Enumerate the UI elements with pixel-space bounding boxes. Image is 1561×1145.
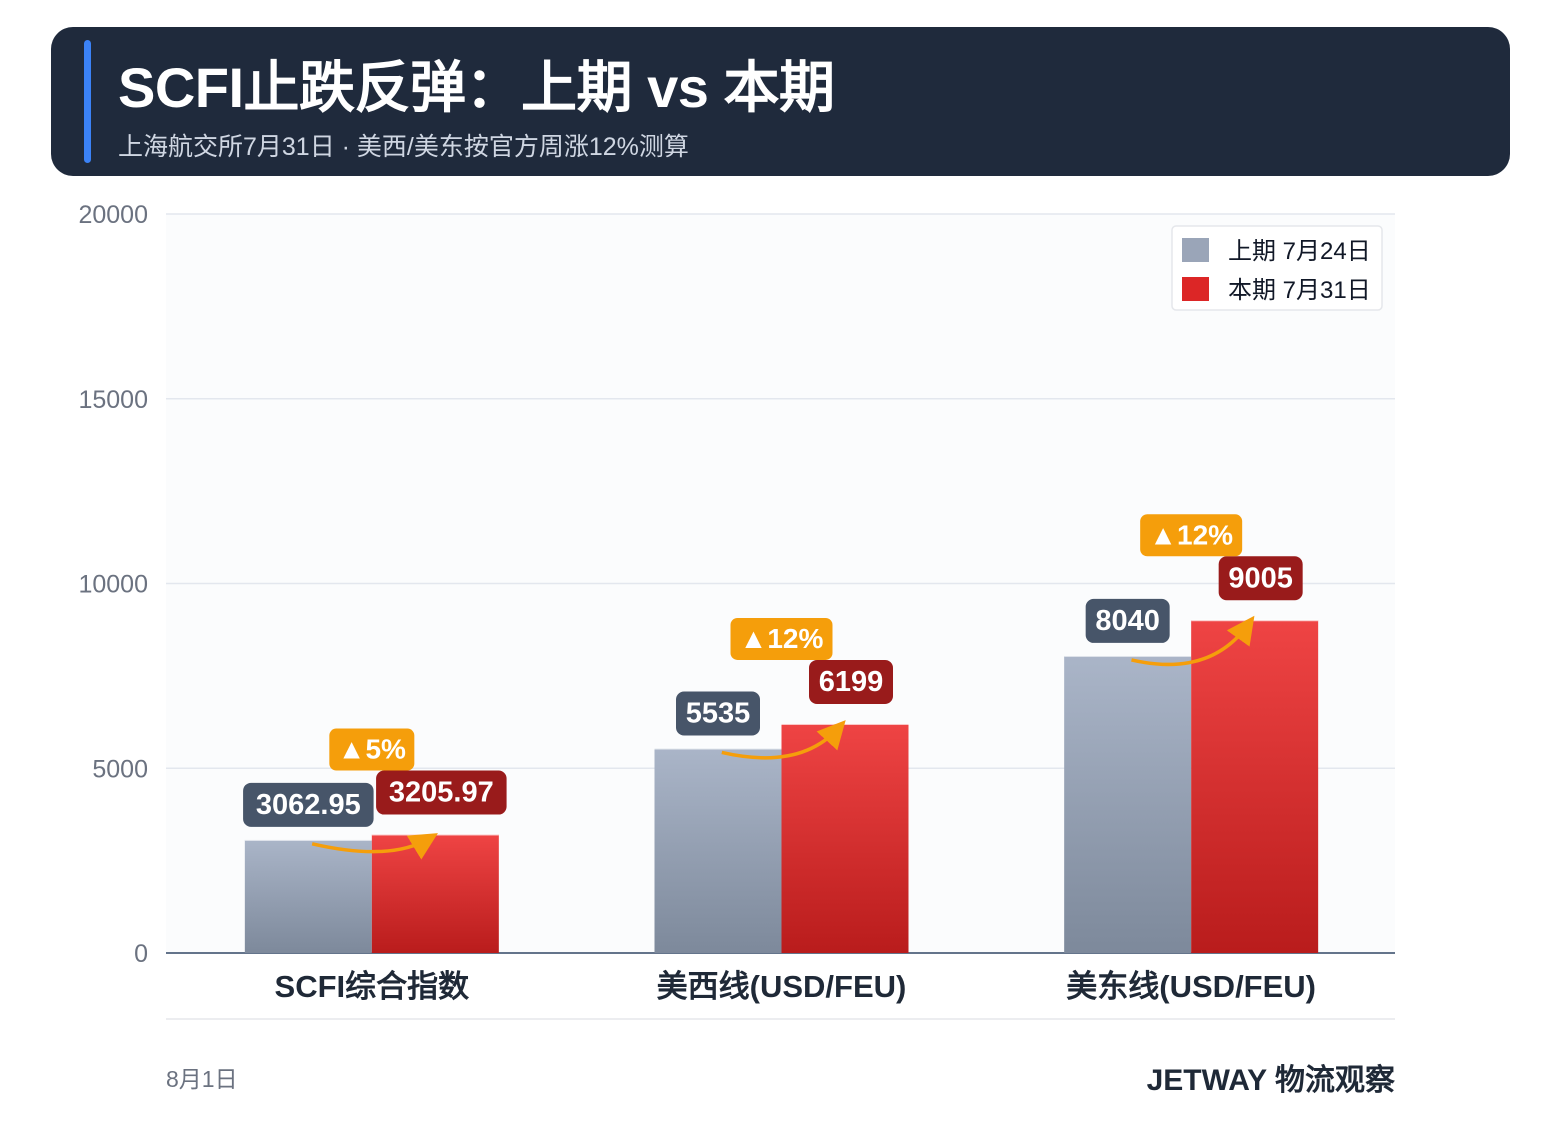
x-category-label: 美东线(USD/FEU)	[1066, 969, 1316, 1004]
change-arrow	[1131, 615, 1255, 667]
data-label-bg	[1218, 556, 1303, 601]
legend-label: 本期 7月31日	[1228, 277, 1371, 304]
chart-subtitle: 上海航交所7月31日 · 美西/美东按官方周涨12%测算	[118, 133, 689, 161]
bar-previous	[244, 839, 372, 953]
legend-swatch	[1182, 277, 1209, 301]
footer-brand: JETWAY 物流观察	[1146, 1064, 1395, 1097]
header-banner: SCFI止跌反弹：上期 vs 本期 上海航交所7月31日 · 美西/美东按官方周…	[51, 27, 1510, 176]
data-label-bg	[243, 782, 374, 827]
header-accent-bar	[84, 40, 91, 163]
data-label: 3062.95	[256, 789, 361, 821]
data-label: 9005	[1228, 562, 1293, 594]
bar-previous	[1064, 655, 1192, 953]
data-label-bg	[809, 659, 893, 704]
data-label: 8040	[1095, 605, 1160, 637]
y-tick-label: 5000	[92, 755, 148, 783]
change-badge: ▲12%	[1149, 519, 1233, 550]
legend-label: 上期 7月24日	[1228, 238, 1371, 265]
y-tick-label: 20000	[78, 201, 148, 229]
data-label-bg	[1085, 598, 1170, 643]
data-label-bg	[376, 770, 507, 815]
data-label: 6199	[819, 666, 884, 698]
footer-date: 8月1日	[166, 1066, 238, 1092]
change-badge: ▲12%	[740, 623, 824, 654]
change-badge-bg	[1140, 514, 1243, 557]
legend	[1171, 225, 1383, 311]
change-badge: ▲5%	[338, 734, 406, 765]
legend-swatch	[1182, 238, 1209, 262]
y-tick-label: 10000	[78, 571, 148, 599]
data-label: 5535	[686, 697, 751, 729]
change-arrow	[311, 833, 438, 860]
chart-title: SCFI止跌反弹：上期 vs 本期	[118, 56, 835, 119]
bar-previous	[654, 748, 782, 953]
bar-current	[1191, 620, 1319, 953]
change-arrow	[721, 720, 846, 760]
x-category-label: SCFI综合指数	[275, 969, 470, 1004]
x-category-label: 美西线(USD/FEU)	[657, 969, 907, 1004]
y-tick-label: 15000	[78, 386, 148, 414]
data-label-bg	[676, 691, 760, 736]
change-badge-bg	[730, 617, 833, 660]
bar-current	[781, 723, 909, 953]
data-label: 3205.97	[389, 777, 494, 809]
change-badge-bg	[329, 728, 415, 771]
y-tick-label: 0	[134, 940, 148, 968]
